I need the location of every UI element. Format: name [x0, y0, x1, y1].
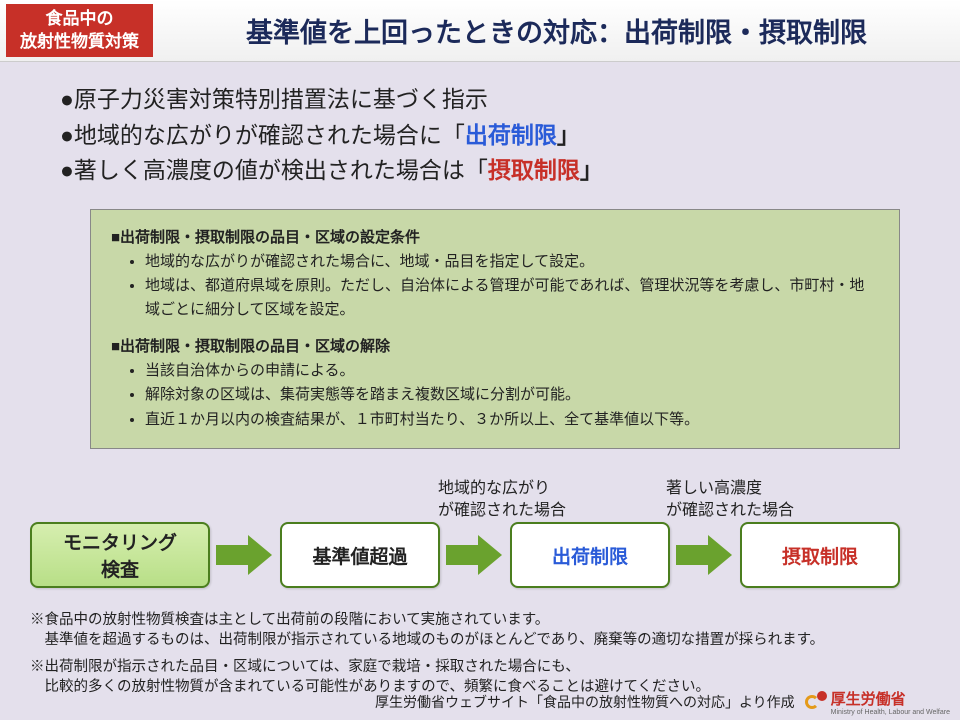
- conditions-info-box: ■出荷制限・摂取制限の品目・区域の設定条件 地域的な広がりが確認された場合に、地…: [90, 209, 900, 449]
- flow-node-1-line-2: 検査: [101, 555, 139, 582]
- flow-label-1-line-2: が確認された場合: [438, 502, 566, 519]
- page-title: 基準値を上回ったときの対応：出荷制限・摂取制限: [153, 0, 960, 61]
- flow-row: モニタリング 検査 基準値超過 出荷制限 摂取制限: [30, 522, 930, 588]
- footnote-1-line-2: 基準値を超過するものは、出荷制限が指示されている地域のものがほとんどであり、廃棄…: [30, 632, 824, 648]
- bullet-3-highlight: 摂取制限: [488, 157, 580, 183]
- list-item: 解除対象の区域は、集荷実態等を踏まえ複数区域に分割が可能。: [145, 383, 879, 406]
- source-text: 厚生労働省ウェブサイト「食品中の放射性物質への対応」より作成: [375, 692, 795, 712]
- flow-node-shipment-restriction: 出荷制限: [510, 522, 670, 588]
- logo-text: 厚生労働省: [831, 691, 906, 708]
- infobox-section-1-title: ■出荷制限・摂取制限の品目・区域の設定条件: [111, 226, 879, 249]
- flowchart: 地域的な広がり が確認された場合 著しい高濃度 が確認された場合 モニタリング …: [30, 478, 930, 588]
- main-bullet-list: ●原子力災害対策特別措置法に基づく指示 ●地域的な広がりが確認された場合に「出荷…: [0, 62, 960, 201]
- flow-node-1-line-1: モニタリング: [63, 528, 177, 555]
- mhlw-logo: 厚生労働省 Ministry of Health, Labour and Wel…: [805, 688, 950, 716]
- bullet-3: ●著しく高濃度の値が検出された場合は「摂取制限」: [60, 153, 920, 189]
- list-item: 地域的な広がりが確認された場合に、地域・品目を指定して設定。: [145, 250, 879, 273]
- arrow-icon: [446, 535, 504, 575]
- category-badge: 食品中の 放射性物質対策: [6, 4, 153, 57]
- list-item: 当該自治体からの申請による。: [145, 359, 879, 382]
- header-bar: 食品中の 放射性物質対策 基準値を上回ったときの対応：出荷制限・摂取制限: [0, 0, 960, 62]
- infobox-section-2-title: ■出荷制限・摂取制限の品目・区域の解除: [111, 335, 879, 358]
- flow-condition-labels: 地域的な広がり が確認された場合 著しい高濃度 が確認された場合: [30, 478, 930, 522]
- logo-subtext: Ministry of Health, Labour and Welfare: [831, 709, 950, 716]
- flow-node-monitoring: モニタリング 検査: [30, 522, 210, 588]
- arrow-icon: [216, 535, 274, 575]
- mhlw-logo-icon: [805, 691, 827, 713]
- footnote-1: ※食品中の放射性物質検査は主として出荷前の段階において実施されています。 基準値…: [30, 610, 940, 651]
- footnote-1-line-1: ※食品中の放射性物質検査は主として出荷前の段階において実施されています。: [30, 612, 549, 628]
- bullet-1: ●原子力災害対策特別措置法に基づく指示: [60, 82, 920, 118]
- bullet-2: ●地域的な広がりが確認された場合に「出荷制限」: [60, 118, 920, 154]
- flow-label-2: 著しい高濃度 が確認された場合: [666, 478, 794, 521]
- arrow-icon: [676, 535, 734, 575]
- flow-label-1: 地域的な広がり が確認された場合: [438, 478, 566, 521]
- bullet-2-post: 」: [557, 122, 580, 148]
- flow-node-intake-restriction: 摂取制限: [740, 522, 900, 588]
- flow-label-2-line-1: 著しい高濃度: [666, 480, 762, 497]
- infobox-section-2-list: 当該自治体からの申請による。 解除対象の区域は、集荷実態等を踏まえ複数区域に分割…: [145, 359, 879, 431]
- bullet-2-highlight: 出荷制限: [465, 122, 557, 148]
- footer: 厚生労働省ウェブサイト「食品中の放射性物質への対応」より作成 厚生労働省 Min…: [0, 688, 950, 716]
- footnote-2-line-1: ※出荷制限が指示された品目・区域については、家庭で栽培・採取された場合にも、: [30, 659, 580, 675]
- list-item: 地域は、都道府県域を原則。ただし、自治体による管理が可能であれば、管理状況等を考…: [145, 274, 879, 321]
- flow-node-exceed: 基準値超過: [280, 522, 440, 588]
- list-item: 直近１か月以内の検査結果が、１市町村当たり、３か所以上、全て基準値以下等。: [145, 408, 879, 431]
- flow-label-1-line-1: 地域的な広がり: [438, 480, 550, 497]
- bullet-2-pre: ●地域的な広がりが確認された場合に「: [60, 122, 465, 148]
- infobox-section-1-list: 地域的な広がりが確認された場合に、地域・品目を指定して設定。 地域は、都道府県域…: [145, 250, 879, 321]
- bullet-3-pre: ●著しく高濃度の値が検出された場合は「: [60, 157, 488, 183]
- badge-line-1: 食品中の: [46, 8, 114, 30]
- bullet-3-post: 」: [580, 157, 603, 183]
- flow-label-2-line-2: が確認された場合: [666, 502, 794, 519]
- badge-line-2: 放射性物質対策: [20, 31, 139, 53]
